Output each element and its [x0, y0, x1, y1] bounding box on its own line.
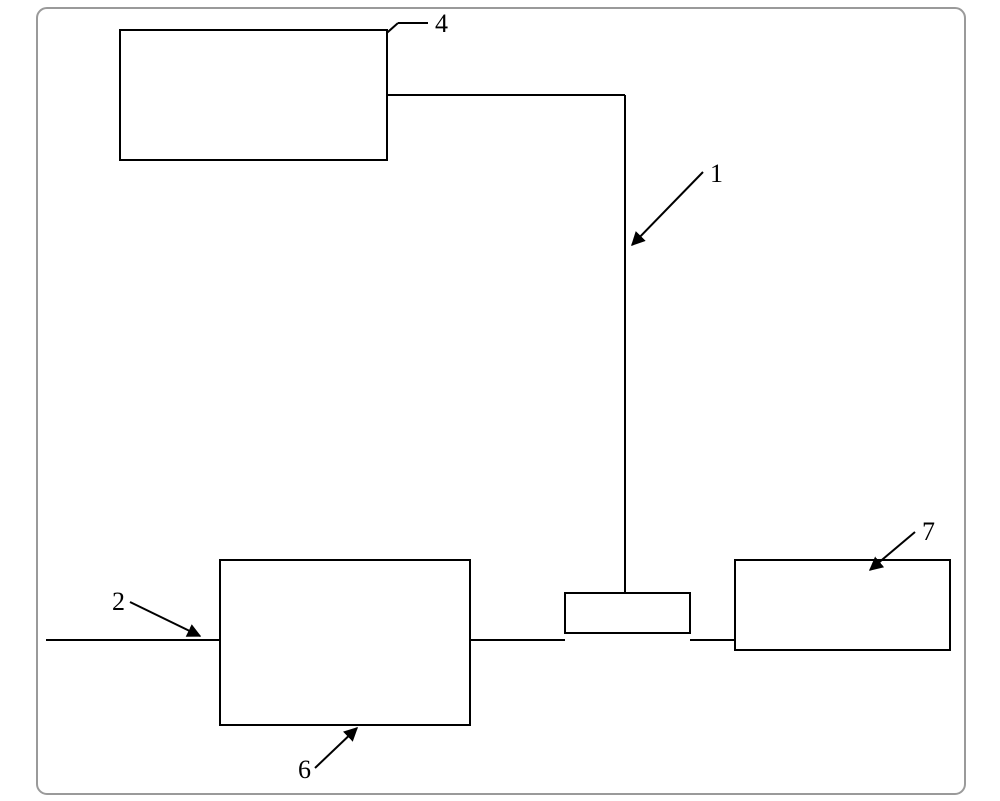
label-l1: 1: [710, 159, 723, 188]
node-box1_small: [565, 593, 690, 633]
label-l6: 6: [298, 755, 311, 784]
technical-diagram: 4 1 2 6 7: [0, 0, 1000, 801]
leader-lead2: [130, 602, 200, 636]
leader-lead6: [315, 728, 357, 768]
label-l4: 4: [435, 9, 448, 38]
label-l7: 7: [922, 517, 935, 546]
leader-lead1: [632, 172, 703, 245]
node-box4: [120, 30, 387, 160]
label-l2: 2: [112, 587, 125, 616]
node-box6: [220, 560, 470, 725]
node-box7: [735, 560, 950, 650]
